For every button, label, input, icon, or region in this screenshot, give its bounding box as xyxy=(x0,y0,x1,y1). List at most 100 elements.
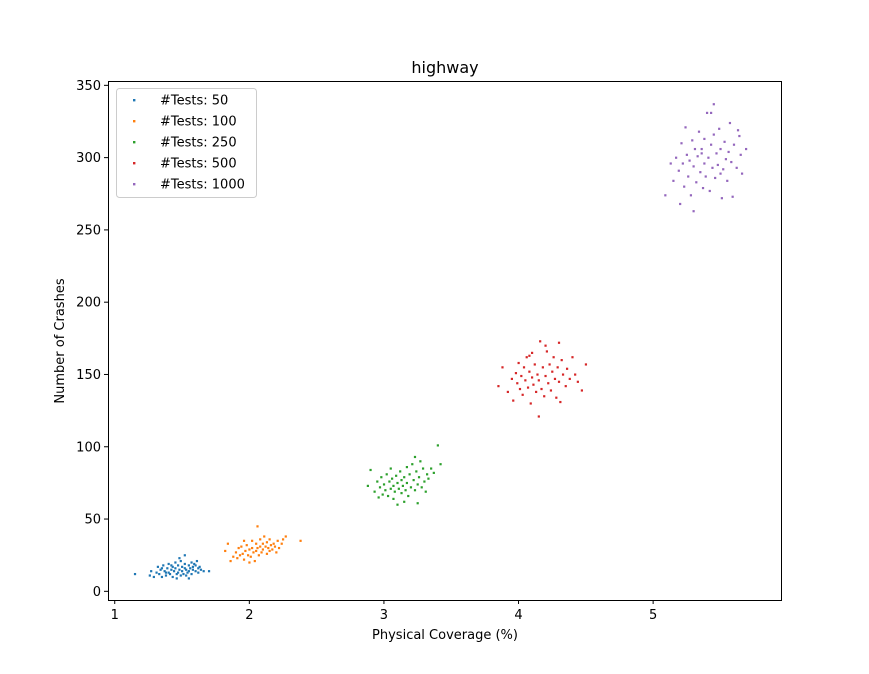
data-point xyxy=(710,143,713,146)
data-point xyxy=(168,572,172,576)
data-point xyxy=(568,377,571,381)
data-point xyxy=(544,344,547,347)
data-point xyxy=(234,551,238,554)
data-point xyxy=(185,574,188,577)
data-point xyxy=(412,479,415,482)
data-point xyxy=(259,545,262,548)
data-point xyxy=(207,570,211,573)
data-point xyxy=(537,379,540,382)
data-point xyxy=(170,568,173,571)
data-point xyxy=(257,554,260,557)
data-point xyxy=(439,463,442,466)
data-point xyxy=(430,467,433,470)
data-point xyxy=(516,382,519,385)
data-point xyxy=(175,572,178,576)
data-point xyxy=(556,366,559,369)
data-point xyxy=(529,402,532,405)
legend-marker xyxy=(133,162,136,165)
data-point xyxy=(703,137,706,141)
data-point xyxy=(719,147,722,151)
data-point xyxy=(664,194,667,197)
data-point xyxy=(284,535,287,538)
data-point xyxy=(553,377,557,381)
data-point xyxy=(715,152,718,155)
data-point xyxy=(510,377,513,381)
data-point xyxy=(167,562,170,566)
data-point xyxy=(520,374,523,378)
data-point xyxy=(256,546,259,550)
x-tick-label: 3 xyxy=(380,608,388,623)
data-point xyxy=(369,468,372,472)
data-point xyxy=(403,476,406,479)
data-point xyxy=(245,544,248,547)
data-point xyxy=(400,479,403,482)
data-point xyxy=(413,489,417,492)
data-point xyxy=(182,572,185,576)
data-points xyxy=(133,103,748,580)
data-point xyxy=(427,477,430,480)
data-point xyxy=(255,549,258,553)
data-point xyxy=(251,539,254,542)
data-point xyxy=(580,389,583,392)
data-point xyxy=(277,546,281,550)
data-point xyxy=(389,487,392,490)
data-point xyxy=(386,494,390,498)
data-point xyxy=(413,455,417,459)
data-point xyxy=(736,129,740,132)
x-tick-label: 5 xyxy=(649,608,657,623)
data-point xyxy=(683,185,686,188)
legend-entry-label: #Tests: 250 xyxy=(160,136,237,151)
data-point xyxy=(170,564,173,567)
data-point xyxy=(541,366,544,369)
data-point xyxy=(197,571,200,574)
data-point xyxy=(684,126,687,129)
data-point xyxy=(565,367,569,370)
data-point xyxy=(415,470,418,473)
data-point xyxy=(710,111,713,115)
data-point xyxy=(560,359,563,362)
data-point xyxy=(160,575,164,579)
data-point xyxy=(576,380,579,383)
data-point xyxy=(669,162,672,165)
data-point xyxy=(260,551,263,554)
data-point xyxy=(724,158,728,161)
data-point xyxy=(190,572,193,576)
data-point xyxy=(397,487,400,490)
data-point xyxy=(732,143,736,146)
data-point xyxy=(172,570,176,573)
data-point xyxy=(416,502,419,505)
data-point xyxy=(420,486,423,489)
data-point xyxy=(692,165,695,168)
data-point xyxy=(269,544,273,547)
data-point xyxy=(249,555,252,558)
data-point xyxy=(700,147,703,151)
data-point xyxy=(381,493,384,496)
data-point xyxy=(189,567,192,570)
data-point xyxy=(163,570,166,573)
data-point xyxy=(549,389,553,392)
data-point xyxy=(241,552,244,555)
data-point xyxy=(191,568,194,571)
data-point xyxy=(276,539,279,542)
data-point xyxy=(194,570,197,573)
data-point xyxy=(198,565,201,568)
data-point xyxy=(268,538,271,541)
data-point xyxy=(532,383,535,386)
data-point xyxy=(704,175,707,178)
data-point xyxy=(530,376,534,379)
data-point xyxy=(171,565,174,568)
data-point xyxy=(181,570,184,573)
data-point xyxy=(728,121,732,125)
data-point xyxy=(405,481,409,485)
data-point xyxy=(697,130,701,133)
data-point xyxy=(299,539,302,542)
data-point xyxy=(409,486,413,489)
data-point xyxy=(703,162,706,165)
data-point xyxy=(501,366,504,369)
data-point xyxy=(730,160,733,164)
data-point xyxy=(150,570,153,573)
data-point xyxy=(745,147,748,151)
data-point xyxy=(539,340,542,343)
data-point xyxy=(712,133,715,136)
data-point xyxy=(263,535,266,538)
